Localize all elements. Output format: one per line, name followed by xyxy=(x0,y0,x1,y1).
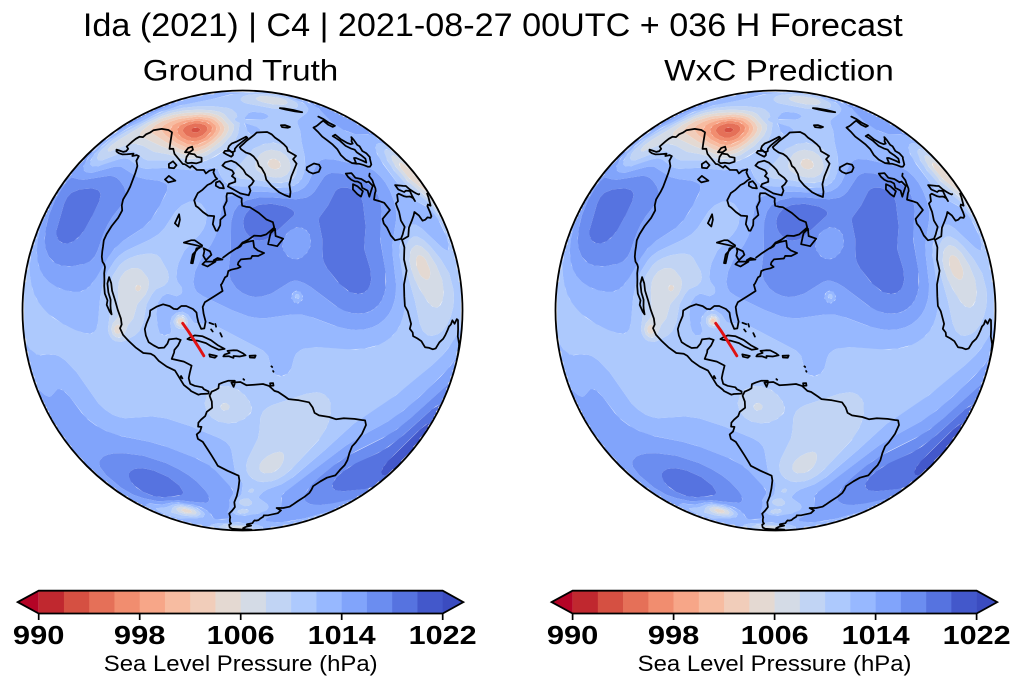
svg-text:1014: 1014 xyxy=(308,620,377,650)
svg-text:Sea Level Pressure (hPa): Sea Level Pressure (hPa) xyxy=(638,651,912,676)
svg-text:998: 998 xyxy=(114,620,166,650)
svg-text:990: 990 xyxy=(547,620,599,650)
svg-text:1022: 1022 xyxy=(943,620,1011,650)
svg-text:Ida (2021) | C4 | 2021-08-27 0: Ida (2021) | C4 | 2021-08-27 00UTC + 036… xyxy=(83,7,903,43)
svg-text:1006: 1006 xyxy=(741,620,809,650)
svg-text:Sea Level Pressure (hPa): Sea Level Pressure (hPa) xyxy=(104,651,378,676)
svg-text:1006: 1006 xyxy=(207,620,275,650)
svg-text:998: 998 xyxy=(648,620,700,650)
svg-text:Ground Truth: Ground Truth xyxy=(143,55,339,88)
svg-text:WxC Prediction: WxC Prediction xyxy=(664,55,894,88)
svg-text:990: 990 xyxy=(13,620,64,650)
svg-text:1014: 1014 xyxy=(842,620,911,650)
svg-text:1022: 1022 xyxy=(409,620,477,650)
